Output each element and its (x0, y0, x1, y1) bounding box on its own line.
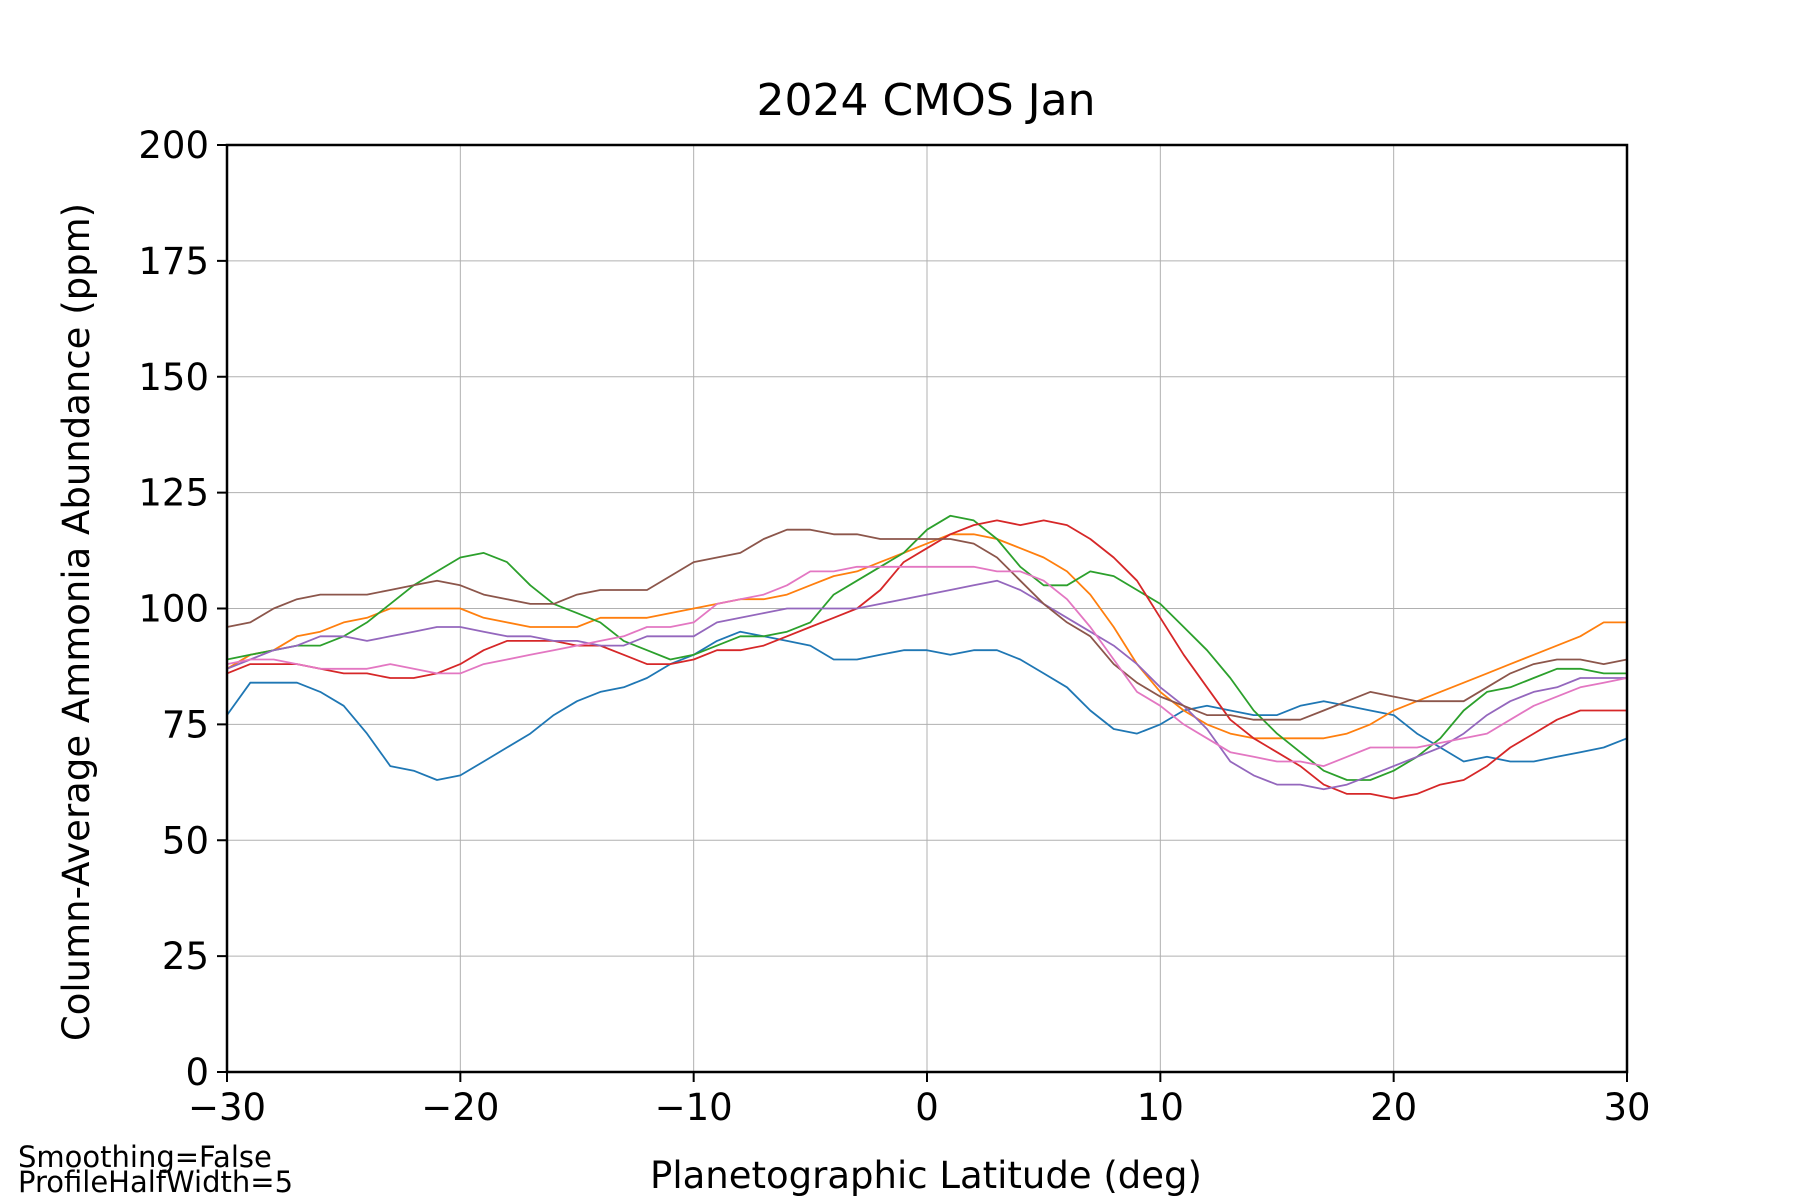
x-tick-label: −10 (655, 1086, 733, 1129)
x-tick-label: −20 (421, 1086, 499, 1129)
axis-ticks: −30 −20 −10 0 10 20 30 0 25 50 75 100 125 150 175 200 (138, 124, 1650, 1129)
y-axis-label: Column-Average Ammonia Abundance (ppm) (55, 203, 98, 1041)
y-tick-label: 175 (138, 240, 209, 283)
x-tick-label: 30 (1603, 1086, 1650, 1129)
y-tick-label: 150 (138, 356, 209, 399)
series-line-4 (226, 519, 1627, 800)
x-tick-label: 20 (1370, 1086, 1417, 1129)
x-axis-label: Planetographic Latitude (deg) (650, 1154, 1202, 1197)
x-tick-label: 10 (1137, 1086, 1184, 1129)
x-tick-label: −30 (188, 1086, 266, 1129)
y-tick-label: 75 (162, 703, 209, 746)
series-line-6 (226, 528, 1628, 721)
profile-half-width-annotation: ProfileHalfWidth=5 (18, 1165, 294, 1199)
smoothing-annotation: Smoothing=False (18, 1140, 272, 1174)
series-line-5 (226, 579, 1627, 791)
y-tick-label: 200 (138, 124, 209, 167)
y-tick-label: 50 (162, 819, 209, 862)
series-line-7 (226, 565, 1628, 767)
y-tick-label: 25 (162, 935, 209, 978)
series-lines (226, 514, 1628, 800)
series-line-1 (226, 630, 1628, 781)
y-tick-label: 125 (138, 472, 209, 515)
x-tick-label: 0 (915, 1086, 939, 1129)
y-tick-label: 100 (138, 588, 209, 631)
series-line-2 (226, 533, 1627, 740)
chart-title: 2024 CMOS Jan (756, 75, 1095, 126)
y-tick-label: 0 (185, 1051, 209, 1094)
series-line-3 (226, 514, 1627, 781)
